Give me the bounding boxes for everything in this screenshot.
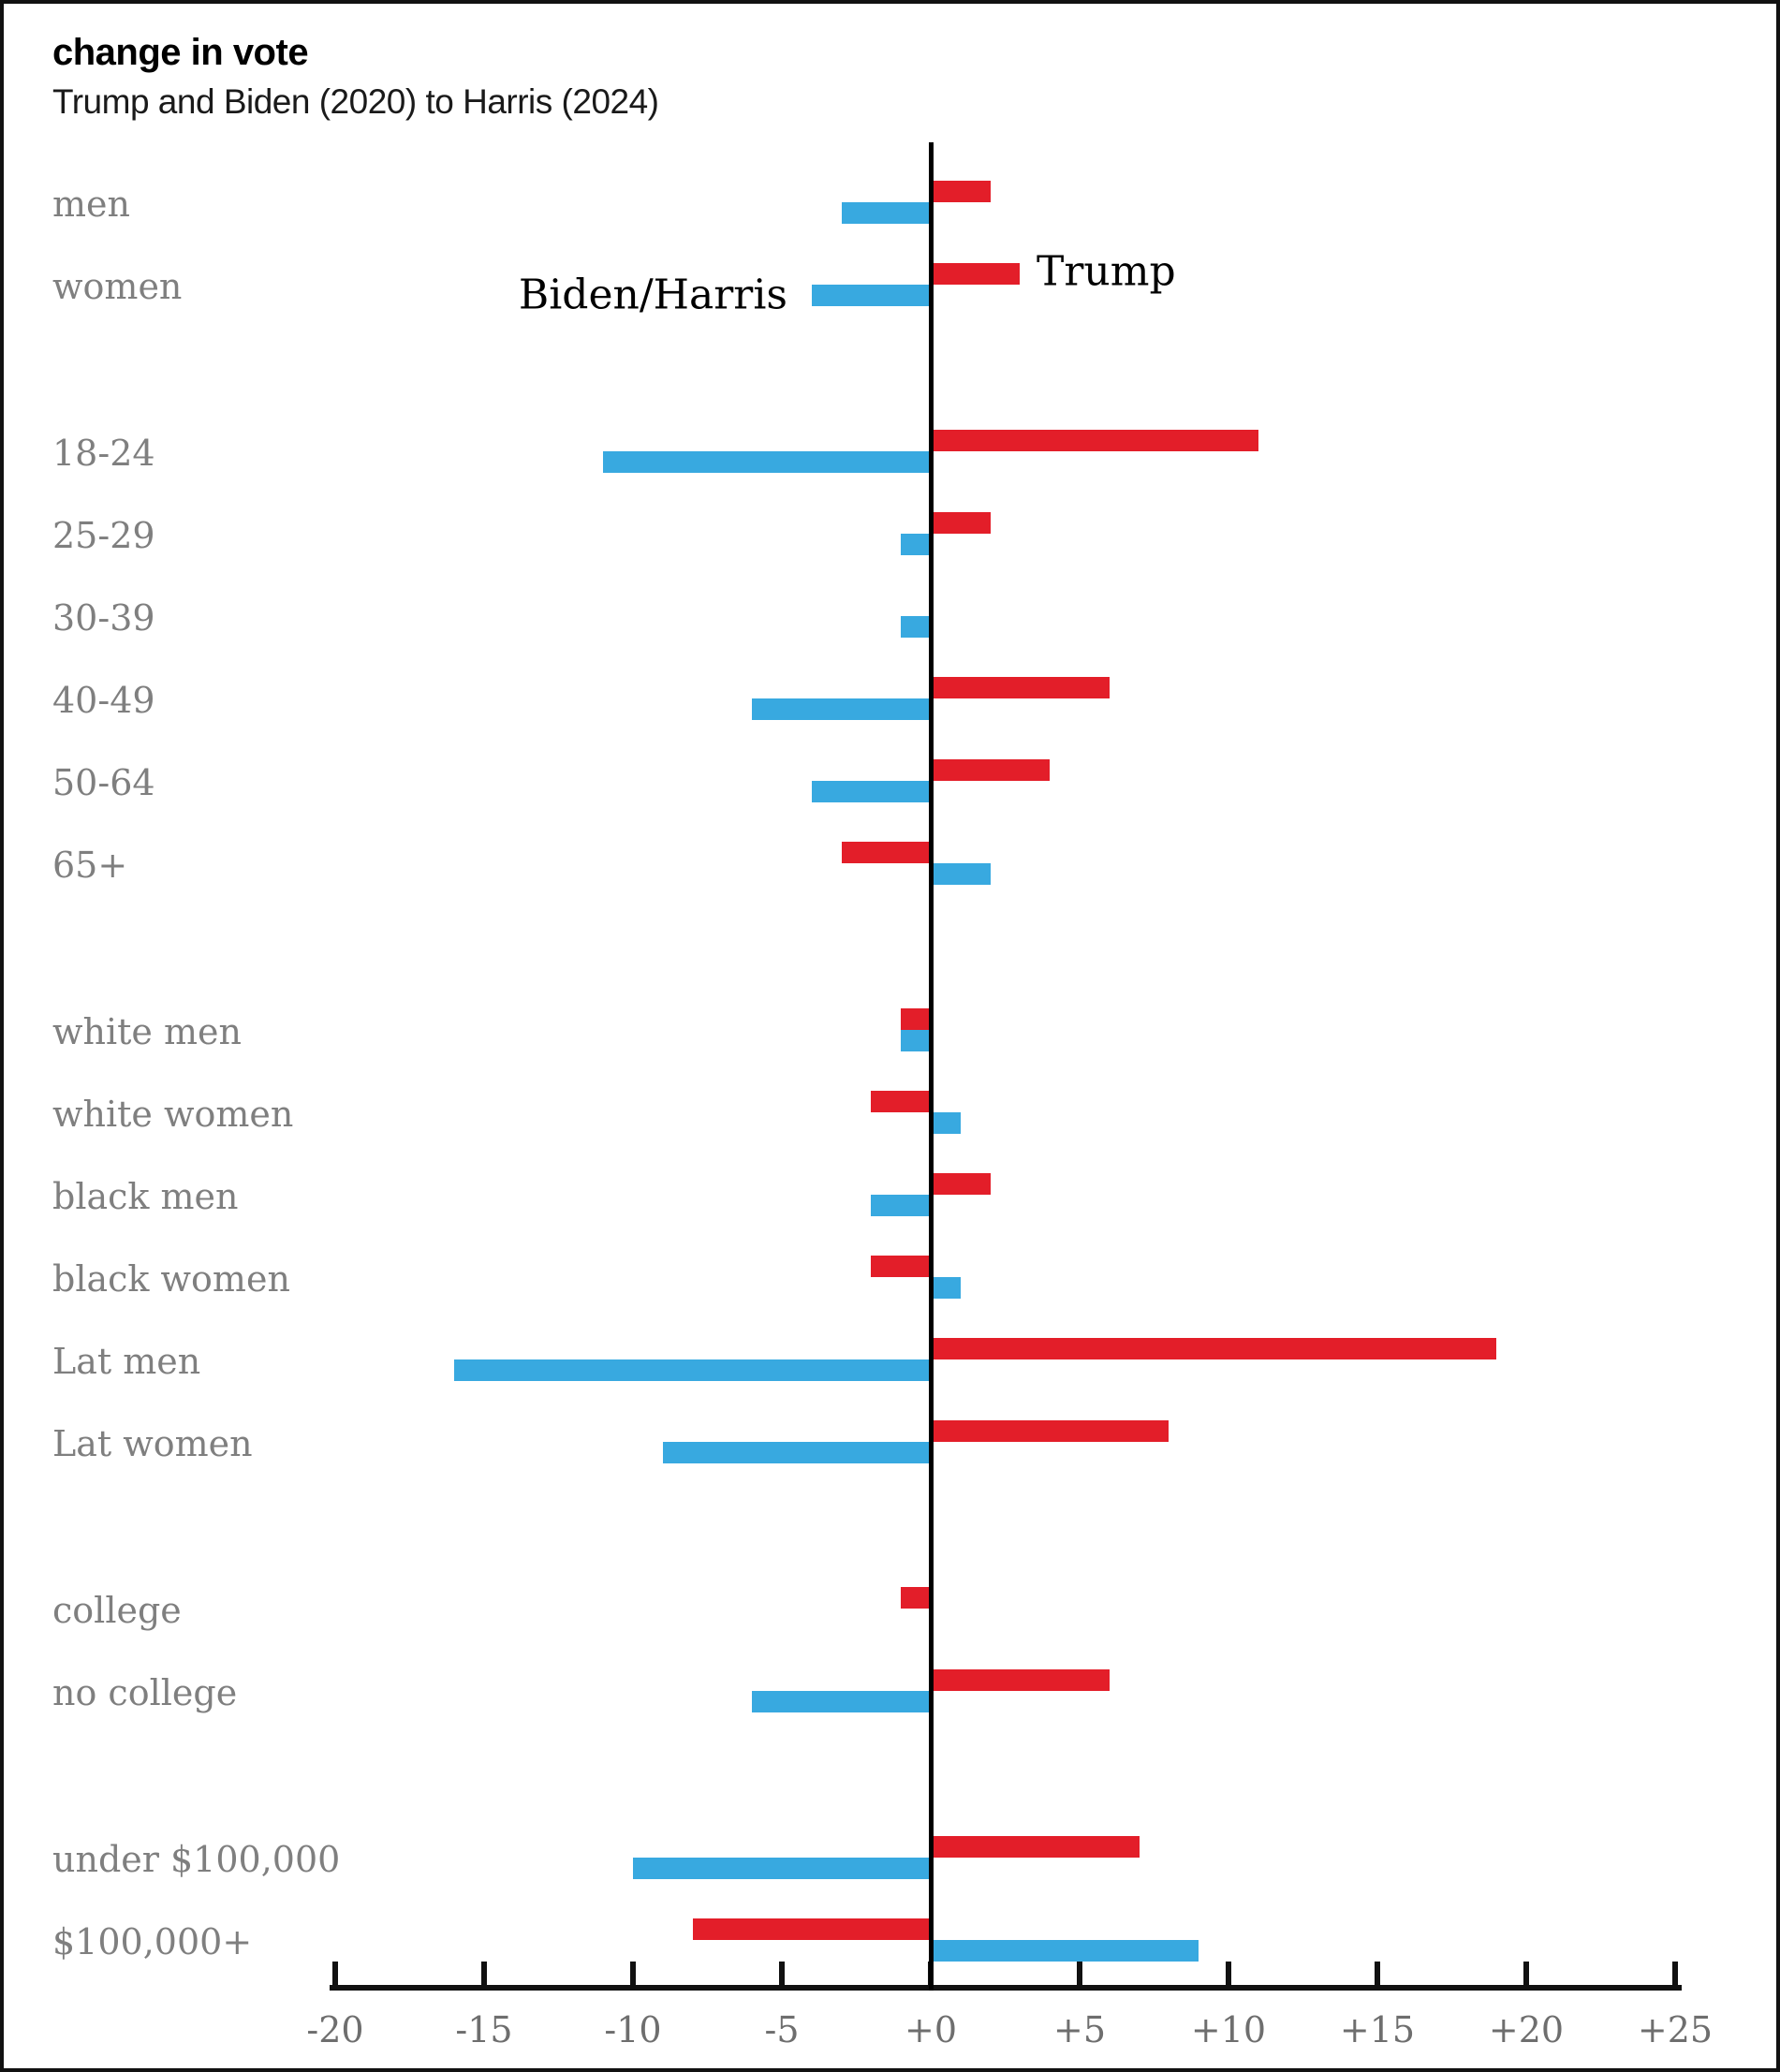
category-label: 40-49	[52, 680, 155, 721]
category-label: black women	[52, 1258, 290, 1300]
trump-bar	[931, 1338, 1497, 1359]
trump-bar	[931, 759, 1051, 781]
category-label: 25-29	[52, 515, 155, 556]
biden-harris-bar	[633, 1858, 931, 1879]
category-label: white men	[52, 1011, 242, 1052]
x-axis-tick-label: -10	[604, 2009, 662, 2050]
category-label: 18-24	[52, 433, 155, 474]
trump-bar	[871, 1256, 931, 1277]
category-label: men	[52, 184, 130, 225]
x-axis-tick-label: -5	[764, 2009, 800, 2050]
trump-bar	[901, 1587, 931, 1609]
x-axis-tick-mark	[1375, 1962, 1380, 1985]
x-axis-tick-label: +5	[1052, 2009, 1107, 2050]
category-label: women	[52, 266, 183, 307]
trump-bar	[931, 512, 991, 534]
category-label: under $100,000	[52, 1839, 341, 1880]
x-axis-line	[330, 1985, 1682, 1991]
chart-subtitle: Trump and Biden (2020) to Harris (2024)	[52, 82, 659, 121]
x-axis-tick-label: +20	[1488, 2009, 1565, 2050]
trump-bar	[931, 181, 991, 202]
chart-title: change in vote	[52, 32, 309, 73]
trump-bar	[931, 1836, 1140, 1858]
x-axis-tick-mark	[481, 1962, 487, 1985]
x-axis-tick-mark	[1226, 1962, 1231, 1985]
x-axis-tick-label: +15	[1339, 2009, 1416, 2050]
biden-harris-bar	[901, 1030, 931, 1051]
category-label: 50-64	[52, 762, 155, 803]
trump-bar	[692, 1918, 931, 1940]
biden-harris-bar	[811, 285, 931, 306]
category-label: 65+	[52, 845, 128, 886]
biden-harris-bar	[901, 616, 931, 638]
biden-harris-bar	[454, 1359, 931, 1381]
trump-bar	[931, 677, 1110, 698]
category-label: college	[52, 1590, 182, 1631]
x-axis-tick-mark	[630, 1962, 636, 1985]
x-axis-tick-mark	[1523, 1962, 1529, 1985]
biden-harris-bar	[811, 781, 931, 802]
x-axis-tick-mark	[1672, 1962, 1678, 1985]
category-label: Lat men	[52, 1341, 201, 1382]
trump-bar	[931, 1669, 1110, 1691]
category-label: Lat women	[52, 1423, 253, 1464]
trump-bar	[931, 263, 1021, 285]
category-label: $100,000+	[52, 1921, 253, 1962]
category-label: white women	[52, 1094, 294, 1135]
x-axis-tick-label: -15	[455, 2009, 513, 2050]
biden-harris-bar	[931, 1940, 1199, 1962]
biden-harris-bar	[901, 534, 931, 555]
trump-bar	[931, 430, 1258, 451]
biden-harris-bar	[752, 698, 931, 720]
x-axis-tick-mark	[332, 1962, 338, 1985]
trump-series-label: Trump	[1037, 247, 1176, 296]
x-axis-tick-mark	[1077, 1962, 1082, 1985]
biden-harris-bar	[662, 1442, 931, 1463]
x-axis-tick-label: +0	[904, 2009, 958, 2050]
zero-axis-line	[929, 142, 934, 1991]
biden-harris-bar	[603, 451, 931, 473]
biden-harris-bar	[931, 863, 991, 885]
trump-bar	[931, 1420, 1170, 1442]
biden-harris-bar	[752, 1691, 931, 1712]
biden-harris-series-label: Biden/Harris	[518, 271, 787, 319]
x-axis-tick-label: -20	[306, 2009, 364, 2050]
biden-harris-bar	[931, 1277, 961, 1299]
trump-bar	[871, 1091, 931, 1112]
category-label: no college	[52, 1672, 238, 1713]
trump-bar	[841, 842, 931, 863]
category-label: 30-39	[52, 597, 155, 639]
x-axis-tick-label: +25	[1637, 2009, 1714, 2050]
biden-harris-bar	[931, 1112, 961, 1134]
biden-harris-bar	[841, 202, 931, 224]
category-label: black men	[52, 1176, 239, 1217]
trump-bar	[901, 1008, 931, 1030]
x-axis-tick-label: +10	[1190, 2009, 1267, 2050]
trump-bar	[931, 1173, 991, 1195]
biden-harris-bar	[871, 1195, 931, 1216]
x-axis-tick-mark	[779, 1962, 785, 1985]
